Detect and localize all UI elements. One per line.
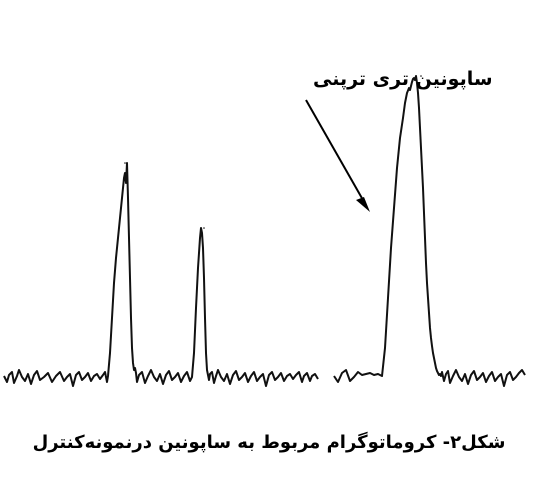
peak-apex-1 (124, 162, 126, 164)
peak-apex-3 (420, 75, 422, 77)
peak-apex-2 (203, 227, 205, 229)
peak-annotation-label: ساپونین تری ترپنی (313, 68, 493, 90)
chromatogram-trace-layer (3, 75, 526, 387)
trace-segment-2 (333, 75, 526, 387)
peak-annotation-arrowhead (356, 197, 370, 212)
trace-segment-1 (3, 162, 319, 387)
peak-annotation-arrow-line (305, 99, 364, 201)
chromatogram-chart: ساپونین تری ترپنی (3, 68, 526, 387)
figure-caption: شکل۲- کروماتوگرام مربوط به ساپونین درنمو… (32, 432, 506, 453)
annotation-layer: ساپونین تری ترپنی (305, 68, 493, 212)
